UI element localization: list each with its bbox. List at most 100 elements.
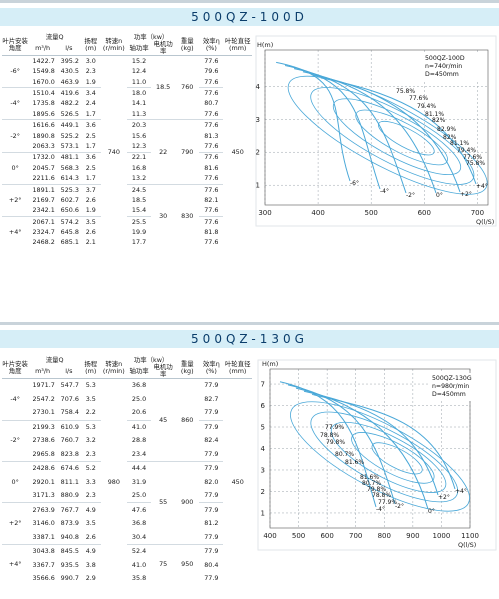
y-axis-label: H(m): [262, 360, 278, 368]
y-tick-label: 1: [256, 182, 260, 190]
efficiency: 77.6: [204, 77, 219, 86]
data-row: 2324.7 645.8 2.6 19.9 81.8: [2, 227, 252, 237]
x-tick-label: 1000: [433, 532, 451, 540]
flow-ls: 940.8: [60, 532, 79, 541]
efficiency: 77.6: [204, 206, 219, 215]
angle-label: +4°: [455, 488, 467, 495]
efficiency: 77.9: [204, 449, 219, 458]
flow-m3h: 3387.1: [32, 532, 55, 541]
header-cell: l/s: [56, 41, 81, 57]
shaft-power: 18.0: [126, 87, 152, 99]
x-tick-label: 500: [365, 209, 378, 217]
angle-label: +2°: [460, 191, 472, 198]
efficiency: 77.9: [204, 491, 219, 500]
flow-ls: 614.3: [60, 174, 79, 183]
head-m: 5.3: [80, 378, 101, 393]
flow-m3h: 1890.8: [32, 131, 55, 140]
efficiency: 77.6: [199, 55, 224, 67]
flow-ls: 880.9: [60, 491, 79, 500]
head-row: 叶片安装角度 流量Q 扬程 (m) 转速n (r/min) 功率（kw） 重量 (kg) 效…: [2, 33, 252, 57]
head-m: 5.3: [80, 419, 101, 435]
head-m: 1.9: [85, 206, 96, 215]
angle-cell: 0°: [2, 461, 29, 503]
flow-m3h: 1422.7: [28, 55, 57, 67]
angle-cell: -4°: [2, 378, 29, 421]
angle-label: 0°: [428, 508, 435, 515]
flow-ls: 707.6: [60, 394, 79, 403]
efficiency-label: 80.7%: [362, 480, 381, 487]
shaft-power: 15.2: [126, 55, 152, 67]
x-tick-label: 700: [471, 209, 484, 217]
efficiency-label: 82%: [443, 134, 457, 141]
efficiency: 77.6: [204, 238, 219, 247]
flow-m3h: 1732.0: [28, 151, 57, 164]
annotation-line: 500QZ-100D: [425, 55, 465, 62]
annotation-line: D=450mm: [425, 71, 459, 78]
shaft-power: 22.1: [126, 151, 152, 164]
header-cell: 效率η (%): [199, 357, 224, 380]
x-tick-label: 500: [292, 532, 305, 540]
header-cell: 电机功率: [151, 364, 176, 380]
section-title: 500QZ-100D: [0, 8, 499, 26]
flow-ls: 525.3: [56, 183, 81, 196]
header-cell: 转速n (r/min): [100, 357, 127, 380]
top-stripe: [0, 0, 499, 3]
flow-m3h: 2763.9: [28, 502, 57, 518]
flow-m3h: 2063.3: [32, 141, 55, 150]
shaft-power: 20.6: [131, 408, 147, 417]
shaft-power: 17.7: [131, 238, 147, 247]
data-row: 2045.7 568.3 2.5 16.8 81.6: [2, 163, 252, 173]
y-tick-label: 5: [261, 424, 265, 432]
weight: 830: [175, 183, 200, 248]
flow-ls: 645.8: [60, 228, 79, 237]
weight: 900: [175, 461, 200, 545]
data-row: 2920.1 811.1 3.3 31.9 82.0: [2, 476, 252, 489]
data-row: -2° 1616.6 449.1 3.6 20.3 22 790 77.6: [2, 119, 252, 185]
angle-label: 0°: [436, 192, 443, 199]
annotation-line: n=740r/min: [425, 63, 462, 70]
flow-ls: 935.5: [60, 560, 79, 569]
shaft-power: 41.0: [131, 560, 147, 569]
x-tick-label: 400: [263, 532, 276, 540]
flow-m3h: 2547.2: [32, 394, 55, 403]
flow-ls: 990.7: [60, 573, 79, 582]
y-tick-label: 2: [256, 149, 260, 157]
efficiency: 81.3: [204, 131, 219, 140]
flow-ls: 845.5: [56, 543, 81, 559]
data-row: 2547.2 707.6 3.5 25.0 82.7: [2, 393, 252, 406]
angle-cell: -6°: [2, 55, 29, 88]
shaft-power: 52.4: [126, 543, 152, 559]
performance-chart: 300 400 500 600 7001234H(m)Q(l/S)75.8%77.6%7…: [255, 35, 497, 227]
flow-m3h: 2342.1: [32, 206, 55, 215]
efficiency-contour: [290, 401, 470, 512]
shaft-power: 11.0: [131, 77, 147, 86]
speed-cell: 740: [100, 55, 127, 248]
shaft-power: 30.4: [131, 532, 147, 541]
head-m: 3.5: [80, 216, 101, 228]
annotation-line: n=980r/min: [432, 383, 469, 390]
shaft-power: 41.0: [126, 419, 152, 435]
header-cell: 轴功率: [126, 41, 152, 57]
shaft-power: 15.6: [131, 131, 147, 140]
head-m: 2.5: [85, 131, 96, 140]
y-tick-label: 6: [261, 402, 266, 410]
flow-ls: 573.1: [60, 141, 79, 150]
flow-m3h: 1735.8: [32, 99, 55, 108]
data-row: +2° 2763.9 767.7 4.9 47.6 77.9: [2, 502, 252, 545]
efficiency-contour: [310, 411, 459, 503]
efficiency: 77.9: [204, 408, 219, 417]
shaft-power: 16.8: [131, 163, 147, 172]
data-row: +2° 1891.1 525.3 3.7 24.5 30 830 77.6: [2, 183, 252, 248]
efficiency: 80.7: [204, 99, 219, 108]
header-cell: 效率η (%): [199, 34, 224, 57]
angle-label: -4°: [380, 188, 389, 195]
efficiency-label: 81.1%: [450, 140, 469, 147]
flow-m3h: 2965.8: [32, 449, 55, 458]
efficiency-label: 75.8%: [466, 160, 485, 167]
efficiency-label: 75.8%: [396, 88, 415, 95]
angle-label: +2°: [438, 494, 450, 501]
shaft-power: 15.4: [131, 206, 147, 215]
data-row: 0° 2428.6 674.6 5.2 44.4 55 900 77.9: [2, 461, 252, 545]
shaft-power: 19.9: [131, 228, 147, 237]
